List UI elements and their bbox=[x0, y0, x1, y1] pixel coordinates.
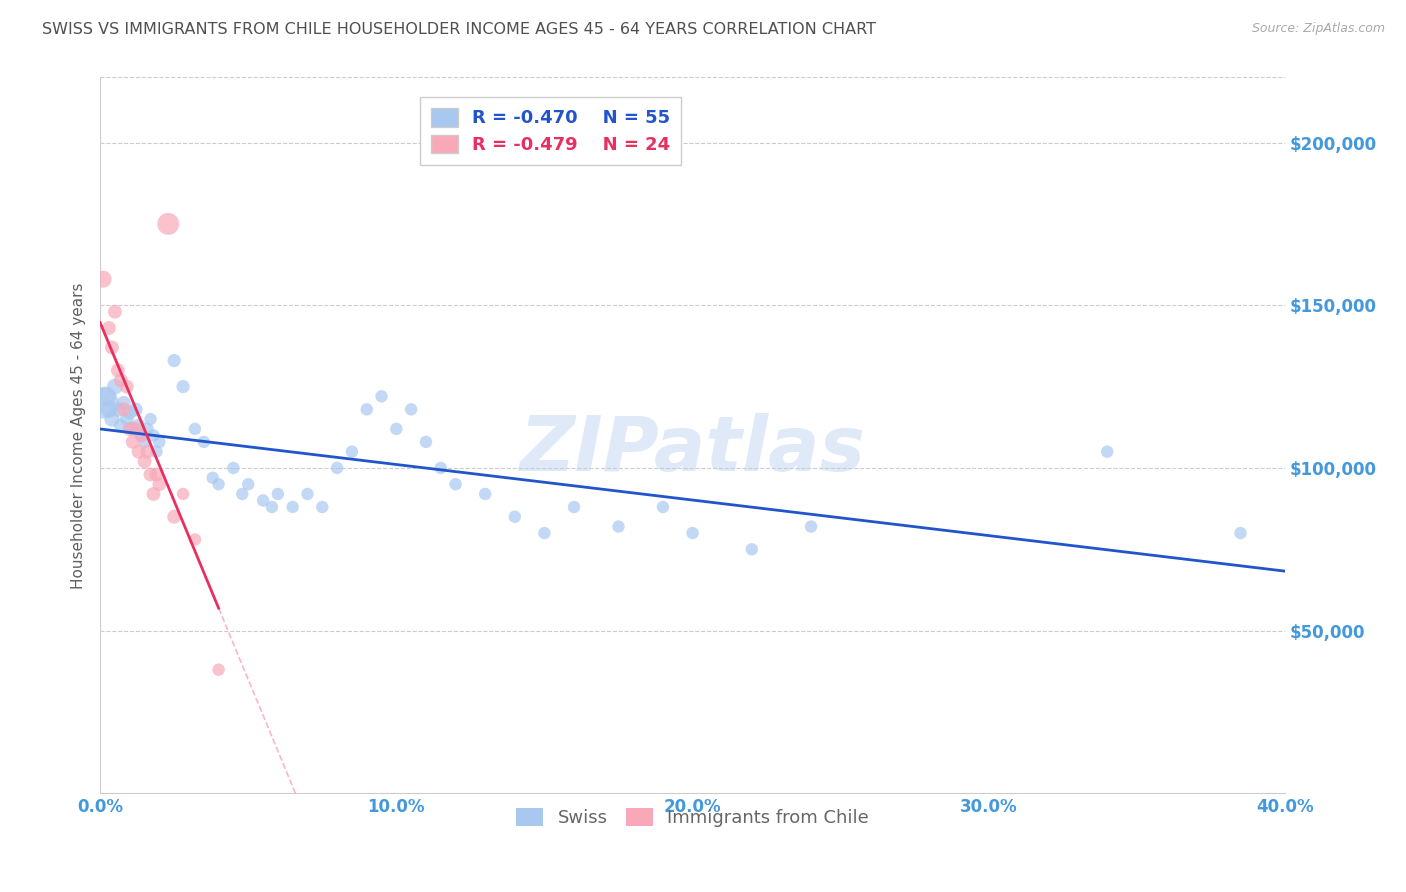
Point bbox=[131, 428, 153, 442]
Point bbox=[370, 389, 392, 403]
Point bbox=[193, 434, 215, 449]
Point bbox=[104, 304, 127, 318]
Point bbox=[184, 422, 207, 436]
Point bbox=[134, 454, 156, 468]
Y-axis label: Householder Income Ages 45 - 64 years: Householder Income Ages 45 - 64 years bbox=[72, 282, 86, 589]
Point bbox=[311, 500, 333, 514]
Point bbox=[107, 363, 129, 377]
Point bbox=[260, 500, 283, 514]
Point bbox=[172, 379, 194, 393]
Point bbox=[207, 663, 229, 677]
Point bbox=[474, 487, 496, 501]
Point bbox=[101, 341, 124, 355]
Point bbox=[131, 428, 153, 442]
Point bbox=[121, 422, 143, 436]
Point bbox=[124, 402, 146, 417]
Legend: Swiss, Immigrants from Chile: Swiss, Immigrants from Chile bbox=[509, 801, 876, 834]
Point bbox=[651, 500, 673, 514]
Point bbox=[136, 444, 159, 458]
Point bbox=[503, 509, 526, 524]
Point bbox=[267, 487, 290, 501]
Point bbox=[139, 412, 162, 426]
Point bbox=[157, 217, 180, 231]
Point bbox=[356, 402, 378, 417]
Point bbox=[148, 434, 170, 449]
Point bbox=[207, 477, 229, 491]
Text: SWISS VS IMMIGRANTS FROM CHILE HOUSEHOLDER INCOME AGES 45 - 64 YEARS CORRELATION: SWISS VS IMMIGRANTS FROM CHILE HOUSEHOLD… bbox=[42, 22, 876, 37]
Point bbox=[110, 373, 132, 387]
Point bbox=[98, 402, 121, 417]
Point bbox=[128, 444, 150, 458]
Point bbox=[800, 519, 823, 533]
Point bbox=[115, 412, 138, 426]
Point bbox=[107, 402, 129, 417]
Text: Source: ZipAtlas.com: Source: ZipAtlas.com bbox=[1251, 22, 1385, 36]
Point bbox=[741, 542, 763, 557]
Point bbox=[142, 428, 165, 442]
Point bbox=[1229, 526, 1251, 541]
Point bbox=[112, 402, 135, 417]
Point bbox=[145, 444, 167, 458]
Point bbox=[115, 379, 138, 393]
Point bbox=[184, 533, 207, 547]
Point bbox=[222, 461, 245, 475]
Point bbox=[110, 418, 132, 433]
Point bbox=[118, 406, 141, 420]
Point bbox=[429, 461, 451, 475]
Point bbox=[444, 477, 467, 491]
Point bbox=[91, 272, 114, 286]
Point bbox=[94, 389, 117, 403]
Point bbox=[142, 487, 165, 501]
Point bbox=[104, 379, 127, 393]
Point bbox=[172, 487, 194, 501]
Point bbox=[238, 477, 260, 491]
Point bbox=[124, 422, 146, 436]
Point bbox=[340, 444, 363, 458]
Point bbox=[121, 434, 143, 449]
Point bbox=[136, 422, 159, 436]
Point bbox=[128, 418, 150, 433]
Point bbox=[163, 353, 186, 368]
Point bbox=[118, 422, 141, 436]
Point bbox=[91, 396, 114, 410]
Point bbox=[134, 434, 156, 449]
Point bbox=[139, 467, 162, 482]
Point bbox=[148, 477, 170, 491]
Point bbox=[231, 487, 253, 501]
Point bbox=[385, 422, 408, 436]
Point bbox=[682, 526, 704, 541]
Point bbox=[533, 526, 555, 541]
Point bbox=[145, 467, 167, 482]
Point bbox=[163, 509, 186, 524]
Text: ZIPatlas: ZIPatlas bbox=[520, 413, 866, 487]
Point bbox=[326, 461, 349, 475]
Point bbox=[98, 321, 121, 335]
Point bbox=[252, 493, 274, 508]
Point bbox=[562, 500, 585, 514]
Point bbox=[101, 412, 124, 426]
Point bbox=[201, 471, 224, 485]
Point bbox=[281, 500, 304, 514]
Point bbox=[1097, 444, 1119, 458]
Point bbox=[112, 396, 135, 410]
Point bbox=[399, 402, 422, 417]
Point bbox=[415, 434, 437, 449]
Point bbox=[607, 519, 630, 533]
Point bbox=[297, 487, 319, 501]
